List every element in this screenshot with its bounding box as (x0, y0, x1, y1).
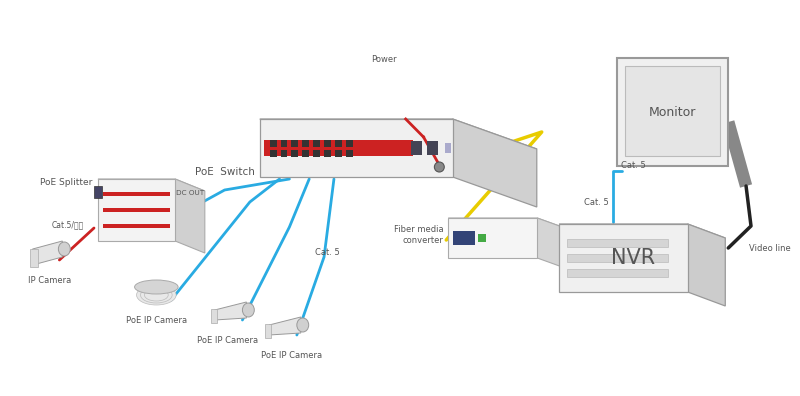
Bar (30, 249, 38, 267)
Bar (94, 186, 102, 198)
Polygon shape (260, 119, 453, 177)
Text: PoE IP Camera: PoE IP Camera (262, 351, 322, 360)
Bar (103, 224, 170, 228)
Polygon shape (175, 179, 205, 253)
Text: NVR: NVR (611, 248, 655, 268)
Text: Monitor: Monitor (649, 105, 697, 118)
Polygon shape (260, 119, 537, 149)
Bar (291, 140, 298, 147)
Text: PoE Splitter: PoE Splitter (40, 177, 92, 187)
Bar (313, 140, 320, 147)
Ellipse shape (137, 285, 176, 305)
Text: Cat. 5: Cat. 5 (314, 248, 339, 257)
Text: Fiber media
converter: Fiber media converter (394, 225, 443, 246)
Bar (302, 150, 310, 156)
Bar (567, 239, 668, 247)
Polygon shape (269, 317, 301, 335)
Ellipse shape (134, 280, 178, 294)
Text: Cat.5/网线: Cat.5/网线 (52, 221, 84, 230)
Bar (324, 150, 331, 156)
Polygon shape (448, 218, 565, 228)
Circle shape (434, 162, 444, 172)
Polygon shape (559, 224, 726, 238)
Bar (335, 140, 342, 147)
Polygon shape (264, 140, 413, 156)
Bar (281, 150, 287, 156)
Text: Video line: Video line (749, 244, 790, 253)
Polygon shape (626, 66, 720, 156)
Polygon shape (33, 241, 62, 265)
Bar (346, 140, 353, 147)
Polygon shape (453, 119, 537, 207)
Bar (291, 150, 298, 156)
Text: DC OUT: DC OUT (176, 190, 204, 196)
Polygon shape (214, 302, 246, 320)
Bar (103, 192, 170, 196)
Ellipse shape (141, 287, 172, 303)
Text: PoE IP Camera: PoE IP Camera (126, 316, 187, 325)
Polygon shape (98, 179, 175, 241)
Ellipse shape (58, 242, 70, 256)
Text: Cat. 5: Cat. 5 (622, 161, 646, 170)
Bar (210, 309, 217, 323)
Text: PoE IP Camera: PoE IP Camera (197, 336, 258, 345)
Bar (302, 140, 310, 147)
Bar (453, 231, 475, 245)
Bar (411, 141, 422, 155)
Bar (313, 150, 320, 156)
Bar (270, 140, 277, 147)
Bar (445, 143, 450, 153)
Ellipse shape (242, 303, 254, 317)
Text: PoE  Switch: PoE Switch (195, 167, 255, 177)
Ellipse shape (297, 318, 309, 332)
Bar (335, 150, 342, 156)
Text: Cat. 5: Cat. 5 (584, 198, 609, 207)
Text: IP Camera: IP Camera (28, 276, 71, 285)
Bar (270, 150, 277, 156)
Bar (324, 140, 331, 147)
Bar (281, 140, 287, 147)
Bar (265, 324, 271, 338)
Polygon shape (98, 179, 205, 191)
Bar (103, 208, 170, 212)
Text: Power: Power (371, 55, 397, 64)
Polygon shape (448, 218, 538, 258)
Bar (478, 234, 486, 242)
Bar (567, 254, 668, 262)
Ellipse shape (145, 289, 168, 301)
Polygon shape (559, 224, 688, 292)
Polygon shape (688, 224, 726, 306)
Bar (567, 269, 668, 277)
Bar (427, 141, 438, 155)
Bar (346, 150, 353, 156)
Polygon shape (618, 58, 728, 166)
Polygon shape (538, 218, 565, 268)
